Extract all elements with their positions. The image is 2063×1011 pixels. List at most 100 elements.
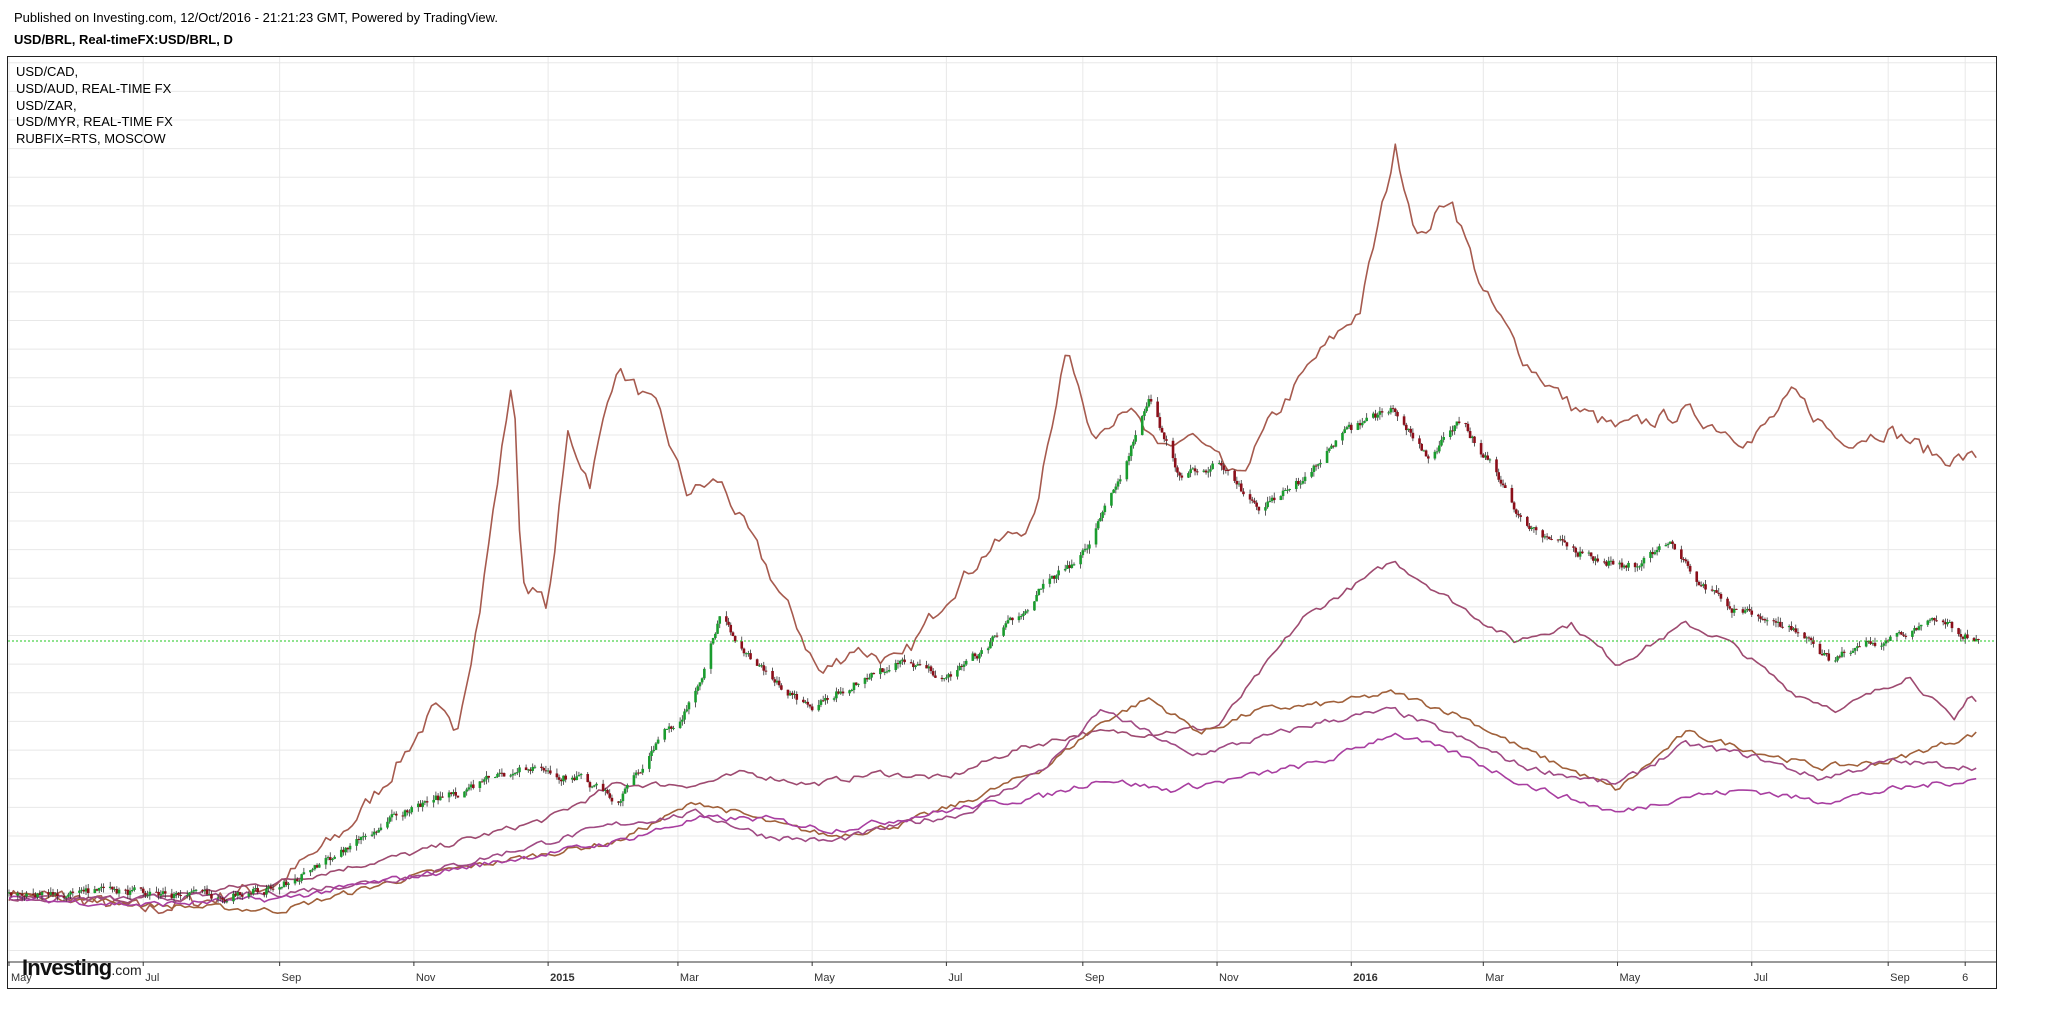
candle-body <box>392 813 396 815</box>
candle-body <box>1070 564 1074 568</box>
candle-body <box>1325 450 1329 463</box>
candle-body <box>1581 551 1584 554</box>
candle-body <box>1596 558 1600 562</box>
series-line-3[interactable] <box>8 689 1977 915</box>
candle-body <box>348 845 352 850</box>
candle-body <box>868 677 871 680</box>
candle-body <box>1160 427 1164 433</box>
candle-body <box>355 839 358 846</box>
candle-body <box>1904 635 1908 637</box>
candle-body <box>634 772 638 776</box>
candle-body <box>912 663 915 668</box>
candle-body <box>742 648 746 654</box>
time-tick-label: May <box>1620 972 1641 984</box>
candle-body <box>1699 585 1703 587</box>
candle-body <box>20 894 24 896</box>
candle-body <box>1079 555 1082 565</box>
candle-body <box>1332 445 1335 447</box>
candle-body <box>1211 463 1214 470</box>
usdbrl-candles[interactable] <box>8 394 1980 905</box>
time-tick-label: Mar <box>1485 972 1504 984</box>
time-axis[interactable]: May Jul Sep Nov 2015 Mar May Jul Sep Nov 2016 Mar Ma… <box>8 962 1968 984</box>
candle-body <box>1913 628 1916 631</box>
candle-body <box>1666 543 1670 545</box>
candle-body <box>1268 500 1272 502</box>
candle-body <box>1440 439 1443 446</box>
candle-body <box>49 892 53 895</box>
candle-body <box>1715 590 1718 593</box>
candle-body <box>128 890 132 895</box>
candle-body <box>529 769 532 771</box>
series-line-1[interactable] <box>8 143 1977 915</box>
candle-body <box>1297 480 1300 485</box>
candle-body <box>1882 643 1886 646</box>
candle-body <box>1068 565 1071 568</box>
candle-body <box>964 660 968 665</box>
candle-body <box>993 635 997 637</box>
published-caption: Published on Investing.com, 12/Oct/2016 … <box>14 10 498 25</box>
candle-body <box>1022 613 1025 616</box>
candle-body <box>16 893 20 896</box>
candle-body <box>621 793 625 802</box>
candle-body <box>1607 560 1611 566</box>
candle-body <box>1006 620 1010 624</box>
series-line-4[interactable] <box>8 706 1977 903</box>
price-chart[interactable]: -10.00%-5.00%0.00%5.00%10.00%15.00%20.00… <box>8 57 1996 988</box>
candle-body <box>1448 430 1452 437</box>
candle-body <box>573 777 576 781</box>
candle-body <box>1510 488 1514 503</box>
candle-body <box>971 653 975 661</box>
candle-body <box>1497 472 1500 480</box>
candle-body <box>1519 515 1523 517</box>
candle-body <box>1349 424 1353 430</box>
candle-body <box>1134 435 1137 442</box>
candle-body <box>1026 610 1030 612</box>
candle-body <box>216 897 220 899</box>
candle-body <box>1636 566 1639 568</box>
candle-body <box>762 665 766 671</box>
candle-body <box>850 689 854 691</box>
candle-body <box>1435 451 1439 453</box>
time-tick-label: 2015 <box>550 972 574 984</box>
candle-body <box>698 682 702 687</box>
candle-body <box>947 674 950 678</box>
candle-body <box>1545 536 1549 538</box>
candle-body <box>1433 451 1437 459</box>
candle-body <box>1840 651 1844 657</box>
candle-body <box>1220 462 1223 466</box>
candle-body <box>1143 411 1146 417</box>
candle-body <box>240 895 244 897</box>
candle-body <box>1501 483 1505 486</box>
candle-body <box>1486 455 1489 460</box>
candle-body <box>832 698 836 700</box>
candle-body <box>170 893 174 899</box>
candle-body <box>1393 408 1397 413</box>
candle-body <box>375 831 378 833</box>
candle-body <box>346 847 350 850</box>
chart-frame[interactable]: -10.00%-5.00%0.00%5.00%10.00%15.00%20.00… <box>7 56 1997 989</box>
candle-body <box>623 788 627 794</box>
candle-body <box>144 892 147 896</box>
candle-body <box>93 889 97 893</box>
candle-body <box>1112 489 1115 493</box>
candle-body <box>1334 440 1338 447</box>
candle-body <box>311 869 314 871</box>
series-line-5[interactable] <box>8 732 1977 908</box>
candle-body <box>1387 412 1390 414</box>
series-line-2[interactable] <box>8 560 1977 904</box>
candle-body <box>185 895 189 897</box>
candle-body <box>1464 423 1467 425</box>
candle-body <box>835 691 838 699</box>
candle-body <box>377 829 380 833</box>
candle-body <box>1484 455 1487 458</box>
time-tick-label: Nov <box>416 972 436 984</box>
candle-body <box>509 775 513 777</box>
candle-body <box>531 767 535 771</box>
candle-body <box>1237 483 1241 485</box>
candle-body <box>1360 422 1364 426</box>
candle-body <box>604 789 607 791</box>
candle-body <box>1781 626 1784 628</box>
time-tick-label: 6 <box>1962 972 1968 984</box>
candle-body <box>1319 462 1322 465</box>
candle-body <box>989 641 992 649</box>
